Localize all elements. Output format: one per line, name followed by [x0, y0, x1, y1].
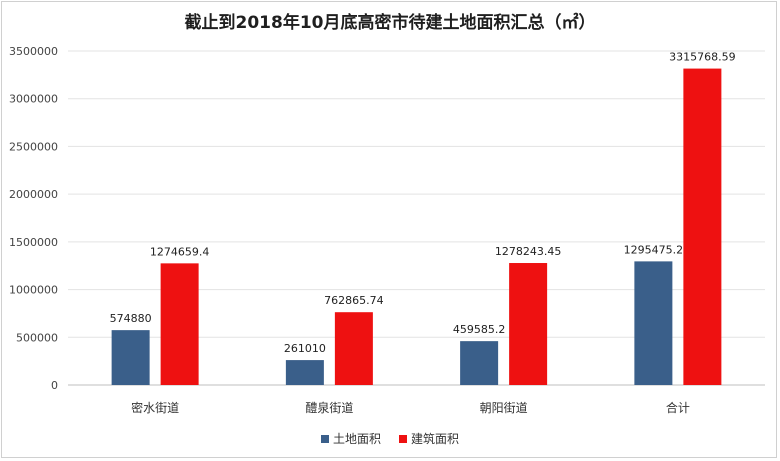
x-category-label: 朝阳街道 — [480, 401, 528, 415]
data-label: 762865.74 — [324, 294, 384, 307]
bar-building-area — [683, 68, 722, 386]
y-tick-label: 2000000 — [9, 188, 58, 201]
data-label: 1278243.45 — [495, 245, 561, 258]
bar-land-area — [460, 341, 499, 385]
x-category-label: 密水街道 — [131, 400, 179, 415]
bar-land-area — [111, 330, 150, 385]
data-label: 1274659.4 — [150, 245, 210, 258]
data-label: 574880 — [110, 312, 152, 325]
y-tick-label: 2500000 — [9, 140, 58, 153]
legend: 土地面积 建筑面积 — [0, 430, 780, 447]
chart-title: 截止到2018年10月底高密市待建土地面积汇总（㎡） — [184, 13, 596, 33]
y-tick-label: 3000000 — [9, 93, 58, 106]
bar-land-area — [285, 360, 324, 385]
bar-building-area — [509, 263, 548, 385]
data-label: 261010 — [284, 342, 326, 355]
bar-building-area — [160, 263, 199, 385]
x-category-label: 醴泉街道 — [305, 401, 353, 415]
bar-land-area — [634, 261, 673, 385]
x-category-label: 合计 — [666, 400, 690, 415]
y-tick-label: 3500000 — [9, 45, 58, 58]
legend-item-building-area: 建筑面积 — [399, 430, 459, 447]
legend-swatch-building-area — [399, 434, 407, 443]
bar-building-area — [334, 312, 373, 385]
legend-label-building-area: 建筑面积 — [411, 432, 460, 446]
data-label: 459585.2 — [453, 323, 506, 336]
data-label: 1295475.2 — [624, 243, 684, 256]
y-tick-label: 1500000 — [9, 236, 58, 249]
data-label: 3315768.59 — [669, 51, 735, 64]
y-tick-label: 1000000 — [9, 284, 58, 297]
legend-item-land-area: 土地面积 — [320, 430, 381, 447]
legend-label-land-area: 土地面积 — [332, 432, 381, 446]
y-tick-label: 500000 — [16, 331, 58, 344]
y-tick-label: 0 — [51, 379, 58, 392]
legend-swatch-land-area — [320, 434, 329, 443]
